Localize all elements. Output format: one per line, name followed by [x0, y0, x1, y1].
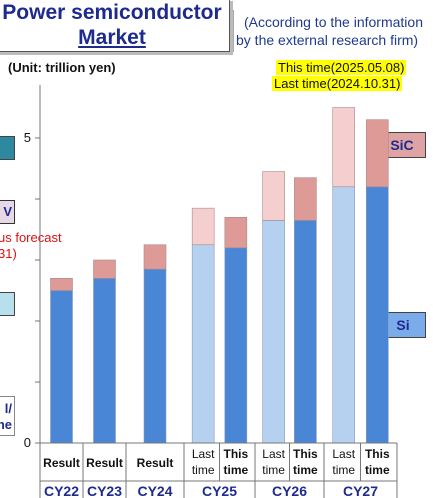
bar-label: Result	[86, 456, 123, 470]
bar-label-line-1: This	[293, 447, 318, 461]
source-note-divider	[233, 10, 433, 52]
y-tick-label: 5	[24, 130, 31, 145]
sic-label: SiC	[390, 137, 414, 153]
bar-si	[191, 244, 215, 444]
bar-label-line-2: time	[223, 463, 248, 477]
title-line-1: Power semiconductor	[2, 1, 222, 24]
left-partial-box-teal	[0, 136, 15, 160]
category-label: CY23	[87, 483, 122, 498]
bar-sic	[191, 207, 215, 246]
bar-label-line-1: Last	[192, 447, 215, 461]
source-note-line-2: by the external research firm)	[236, 32, 419, 48]
left-partial-l-slash: l/	[4, 401, 12, 416]
bar-label-line-2: time	[332, 463, 355, 477]
bar-si	[332, 186, 356, 444]
y-tick-label: 0	[24, 435, 31, 450]
bar-label-line-2: time	[293, 463, 318, 477]
bar-si	[93, 277, 116, 444]
sic-label-box: SiC	[378, 132, 426, 158]
bar-label-line-2: time	[365, 463, 390, 477]
title-line-2: Market	[78, 26, 146, 49]
left-partial-box-lightblue	[0, 292, 15, 316]
bar-label-line-2: time	[192, 463, 215, 477]
category-label: CY27	[343, 483, 378, 498]
category-label: CY25	[202, 483, 237, 498]
category-label: CY24	[137, 483, 172, 498]
bar-sic	[365, 119, 389, 188]
unit-label: (Unit: trillion yen)	[8, 60, 116, 75]
bar-label-line-1: This	[223, 447, 248, 461]
bar-sic	[332, 107, 356, 188]
bar-label-line-2: time	[262, 463, 285, 477]
left-partial-forecast: us forecast	[0, 230, 62, 245]
bar-label-line-1: Last	[262, 447, 285, 461]
bar-si	[365, 186, 389, 444]
legend-this-time: This time(2025.05.08)	[276, 60, 407, 75]
si-label: Si	[396, 317, 410, 333]
bar-si	[294, 220, 317, 444]
bar-si	[262, 220, 285, 444]
left-partial-box-bottom: l/ ne	[0, 396, 15, 436]
bar-si	[224, 247, 248, 444]
category-label: CY22	[44, 483, 79, 498]
bar-label-line-1: This	[365, 447, 390, 461]
bar-sic	[93, 259, 116, 279]
bar-si	[143, 268, 167, 444]
bar-label-line-1: Last	[332, 447, 355, 461]
bar-sic	[50, 277, 73, 291]
bar-label: Result	[43, 456, 80, 470]
title-box: Power semiconductor Market	[0, 0, 230, 52]
left-partial-box-v: V	[0, 200, 15, 224]
bar-sic	[143, 244, 167, 270]
bar-label: Result	[137, 456, 174, 470]
legend-last-time: Last time(2024.10.31)	[272, 76, 403, 91]
category-label: CY26	[272, 483, 307, 498]
bar-si	[50, 290, 73, 444]
source-note-line-1: (According to the information	[244, 14, 423, 30]
left-partial-v-text: V	[3, 204, 12, 219]
left-partial-date: 31)	[0, 246, 17, 261]
bar-sic	[224, 217, 248, 249]
bar-sic	[262, 171, 285, 221]
bar-sic	[294, 177, 317, 221]
left-partial-ne: ne	[0, 417, 12, 432]
